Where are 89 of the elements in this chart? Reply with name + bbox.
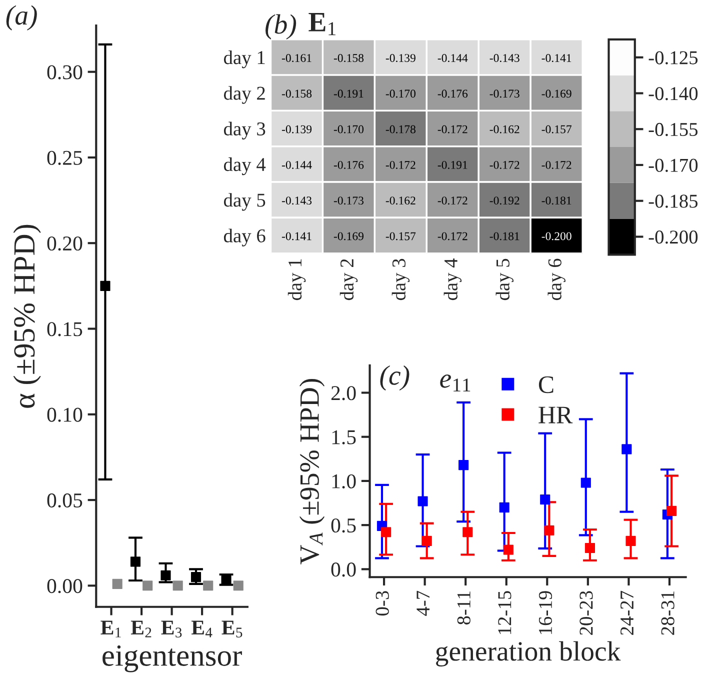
data-label: -0.162	[490, 125, 520, 134]
y-tick-label: 0.05	[47, 493, 82, 508]
y-axis-title: V$_{A}$ (±95% HPD)	[299, 379, 325, 564]
x-tick-label: E$_{3}$	[161, 620, 182, 638]
data-label: -0.173	[490, 90, 520, 98]
y-tick-label: day 1	[224, 50, 265, 68]
data-label: -0.172	[386, 160, 416, 169]
data-label: -0.141	[282, 232, 312, 240]
data-label: -0.181	[490, 232, 520, 240]
x-axis-title: eigentensor	[102, 645, 242, 672]
data-label: -0.144	[438, 54, 468, 62]
y-tick-label: day 3	[224, 122, 266, 140]
color-bar-label: -0.200	[648, 230, 698, 244]
y-tick-label: 0.25	[47, 150, 82, 166]
y-tick-label: 0.00	[47, 579, 82, 594]
legend-label: HR	[538, 406, 573, 424]
data-label: -0.172	[438, 125, 468, 134]
y-tick-label: 0.5	[331, 518, 356, 533]
chart-title: e$_{11}$	[440, 374, 470, 392]
data-label: -0.169	[334, 232, 364, 240]
x-tick-label: 12-15	[498, 591, 512, 634]
x-tick-label: E$_{1}$	[100, 620, 121, 638]
data-label: -0.176	[438, 90, 468, 98]
data-label: -0.191	[438, 160, 468, 169]
data-label: -0.192	[490, 196, 520, 205]
data-label: -0.172	[438, 196, 468, 205]
data-label: -0.172	[542, 160, 572, 169]
y-tick-label: 0.30	[47, 65, 82, 80]
data-label: -0.200	[542, 232, 572, 240]
x-tick-label: E$_{2}$	[130, 620, 152, 638]
y-tick-label: day 6	[224, 228, 266, 246]
x-tick-label: day 3	[392, 258, 410, 300]
annotation: (c)	[380, 365, 410, 391]
data-label: -0.144	[282, 160, 312, 169]
y-tick-label: 0.15	[47, 322, 82, 336]
chart-title: E$_{1}$	[308, 13, 336, 36]
text: (b)	[266, 14, 296, 40]
x-tick-label: day 4	[444, 258, 462, 300]
data-label: -0.143	[490, 54, 520, 62]
data-label: -0.173	[334, 196, 364, 205]
y-tick-label: 0.10	[47, 408, 82, 422]
legend-label: C	[538, 376, 554, 394]
y-tick-label: 1.5	[332, 430, 356, 444]
data-label: -0.143	[282, 196, 312, 205]
x-tick-label: 16-19	[538, 591, 552, 634]
data-label: -0.157	[386, 232, 416, 240]
x-tick-label: 8-11	[457, 591, 470, 624]
data-label: -0.181	[542, 196, 572, 205]
data-label: -0.172	[490, 160, 520, 169]
y-tick-label: 0.20	[47, 236, 82, 251]
data-label: -0.139	[386, 54, 416, 62]
text: (a)	[6, 5, 37, 30]
color-bar-label: -0.185	[648, 194, 698, 208]
x-tick-label: 28-31	[661, 591, 674, 635]
data-label: -0.170	[386, 90, 416, 98]
color-bar-label: -0.170	[648, 158, 698, 172]
y-tick-label: 2.0	[331, 386, 356, 400]
data-label: -0.158	[334, 54, 364, 62]
x-tick-label: 24-27	[620, 590, 634, 635]
data-label: -0.162	[386, 196, 416, 205]
color-bar-label: -0.140	[648, 87, 698, 100]
x-tick-label: E$_{5}$	[222, 620, 242, 638]
x-axis-title: generation block	[436, 641, 621, 667]
data-label: -0.141	[542, 54, 572, 62]
data-label: -0.176	[334, 160, 364, 169]
x-tick-label: day 5	[496, 258, 514, 300]
y-tick-label: day 4	[224, 157, 266, 176]
x-tick-label: 4-7	[416, 590, 430, 616]
data-label: -0.157	[542, 125, 572, 134]
x-tick-label: E$_{4}$	[191, 620, 212, 638]
data-label: -0.169	[542, 90, 572, 98]
x-tick-label: 20-23	[580, 591, 593, 635]
x-tick-label: day 1	[288, 259, 306, 300]
data-label: -0.170	[334, 125, 364, 134]
color-bar-label: -0.155	[648, 122, 698, 136]
color-bar-label: -0.125	[648, 51, 698, 64]
y-axis-title: α (±95% HPD)	[13, 224, 41, 408]
y-tick-label: 1.0	[332, 474, 356, 488]
data-label: -0.139	[282, 125, 312, 134]
y-tick-label: day 2	[224, 86, 265, 104]
data-label: -0.191	[334, 90, 364, 98]
y-tick-label: day 5	[224, 193, 266, 211]
x-tick-label: day 6	[548, 258, 566, 300]
data-label: -0.158	[282, 90, 312, 98]
data-label: -0.161	[282, 54, 312, 62]
y-tick-label: 0.0	[331, 562, 356, 577]
data-label: -0.172	[438, 232, 468, 240]
x-tick-label: 0-3	[376, 591, 389, 616]
data-label: -0.178	[386, 125, 416, 134]
